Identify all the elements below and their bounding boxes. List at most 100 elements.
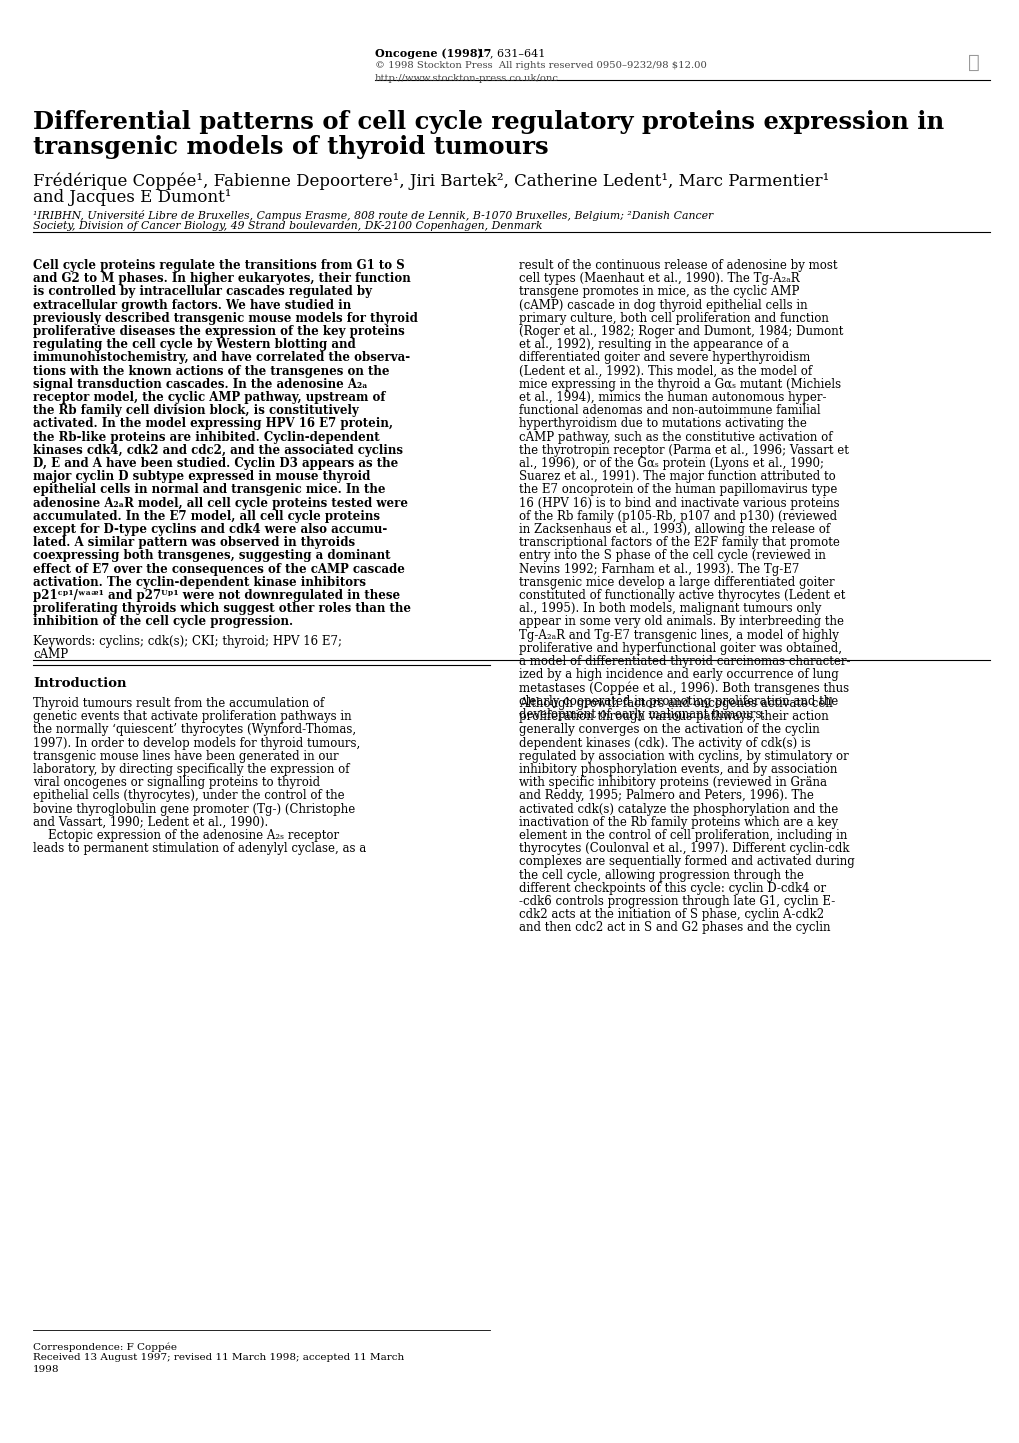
- Text: , 631–641: , 631–641: [489, 48, 545, 58]
- Text: transgene promotes in mice, as the cyclic AMP: transgene promotes in mice, as the cycli…: [519, 286, 799, 299]
- Text: (cAMP) cascade in dog thyroid epithelial cells in: (cAMP) cascade in dog thyroid epithelial…: [519, 299, 807, 312]
- Text: p21ᶜᵖ¹/ʷᵃᵆ¹ and p27ᵂᵖ¹ were not downregulated in these: p21ᶜᵖ¹/ʷᵃᵆ¹ and p27ᵂᵖ¹ were not downregu…: [33, 589, 399, 602]
- Text: http://www.stockton-press.co.uk/onc: http://www.stockton-press.co.uk/onc: [375, 74, 558, 84]
- Text: primary culture, both cell proliferation and function: primary culture, both cell proliferation…: [519, 312, 828, 325]
- Text: entry into the S phase of the cell cycle (reviewed in: entry into the S phase of the cell cycle…: [519, 550, 825, 563]
- Text: previously described transgenic mouse models for thyroid: previously described transgenic mouse mo…: [33, 312, 418, 325]
- Text: accumulated. In the E7 model, all cell cycle proteins: accumulated. In the E7 model, all cell c…: [33, 509, 380, 522]
- Text: inhibitory phosphorylation events, and by association: inhibitory phosphorylation events, and b…: [519, 763, 837, 776]
- Text: is controlled by intracellular cascades regulated by: is controlled by intracellular cascades …: [33, 286, 372, 299]
- Text: epithelial cells in normal and transgenic mice. In the: epithelial cells in normal and transgeni…: [33, 483, 385, 496]
- Text: the Rb family cell division block, is constitutively: the Rb family cell division block, is co…: [33, 404, 359, 417]
- Text: lated. A similar pattern was observed in thyroids: lated. A similar pattern was observed in…: [33, 537, 355, 550]
- Text: © 1998 Stockton Press  All rights reserved 0950–9232/98 $12.00: © 1998 Stockton Press All rights reserve…: [375, 61, 706, 71]
- Text: except for D-type cyclins and cdk4 were also accumu-: except for D-type cyclins and cdk4 were …: [33, 522, 387, 535]
- Text: transgenic mice develop a large differentiated goiter: transgenic mice develop a large differen…: [519, 576, 834, 589]
- Text: and then cdc2 act in S and G2 phases and the cyclin: and then cdc2 act in S and G2 phases and…: [519, 922, 829, 935]
- Text: mice expressing in the thyroid a Gαₛ mutant (Michiels: mice expressing in the thyroid a Gαₛ mut…: [519, 378, 841, 391]
- Text: in Zacksenhaus et al., 1993), allowing the release of: in Zacksenhaus et al., 1993), allowing t…: [519, 522, 829, 535]
- Text: 🏔: 🏔: [967, 53, 979, 72]
- Text: regulated by association with cyclins, by stimulatory or: regulated by association with cyclins, b…: [519, 750, 848, 763]
- Text: the thyrotropin receptor (Parma et al., 1996; Vassart et: the thyrotropin receptor (Parma et al., …: [519, 444, 848, 457]
- Text: and G2 to M phases. In higher eukaryotes, their function: and G2 to M phases. In higher eukaryotes…: [33, 273, 411, 286]
- Text: result of the continuous release of adenosine by most: result of the continuous release of aden…: [519, 258, 837, 271]
- Text: transgenic models of thyroid tumours: transgenic models of thyroid tumours: [33, 136, 548, 159]
- Text: the normally ‘quiescent’ thyrocytes (Wynford-Thomas,: the normally ‘quiescent’ thyrocytes (Wyn…: [33, 723, 356, 736]
- Text: ¹IRIBHN, Université Libre de Bruxelles, Campus Erasme, 808 route de Lennik, B-10: ¹IRIBHN, Université Libre de Bruxelles, …: [33, 211, 712, 221]
- Text: regulating the cell cycle by Western blotting and: regulating the cell cycle by Western blo…: [33, 338, 356, 351]
- Text: cell types (Maenhaut et al., 1990). The Tg-A₂ₐR: cell types (Maenhaut et al., 1990). The …: [519, 273, 799, 286]
- Text: effect of E7 over the consequences of the cAMP cascade: effect of E7 over the consequences of th…: [33, 563, 405, 576]
- Text: Although growth factors and oncogenes activate cell: Although growth factors and oncogenes ac…: [519, 697, 833, 710]
- Text: cdk2 acts at the initiation of S phase, cyclin A-cdk2: cdk2 acts at the initiation of S phase, …: [519, 908, 823, 921]
- Text: receptor model, the cyclic AMP pathway, upstream of: receptor model, the cyclic AMP pathway, …: [33, 391, 385, 404]
- Text: Nevins 1992; Farnham et al., 1993). The Tg-E7: Nevins 1992; Farnham et al., 1993). The …: [519, 563, 799, 576]
- Text: laboratory, by directing specifically the expression of: laboratory, by directing specifically th…: [33, 763, 350, 776]
- Text: Suarez et al., 1991). The major function attributed to: Suarez et al., 1991). The major function…: [519, 470, 835, 483]
- Text: adenosine A₂ₐR model, all cell cycle proteins tested were: adenosine A₂ₐR model, all cell cycle pro…: [33, 496, 408, 509]
- Text: Received 13 August 1997; revised 11 March 1998; accepted 11 March: Received 13 August 1997; revised 11 Marc…: [33, 1354, 404, 1362]
- Text: hyperthyroidism due to mutations activating the: hyperthyroidism due to mutations activat…: [519, 417, 806, 430]
- Text: (Roger et al., 1982; Roger and Dumont, 1984; Dumont: (Roger et al., 1982; Roger and Dumont, 1…: [519, 325, 843, 338]
- Text: leads to permanent stimulation of adenylyl cyclase, as a: leads to permanent stimulation of adenyl…: [33, 843, 366, 856]
- Text: different checkpoints of this cycle: cyclin D-cdk4 or: different checkpoints of this cycle: cyc…: [519, 882, 825, 895]
- Text: 1998: 1998: [33, 1365, 59, 1374]
- Text: D, E and A have been studied. Cyclin D3 appears as the: D, E and A have been studied. Cyclin D3 …: [33, 457, 397, 470]
- Text: Differential patterns of cell cycle regulatory proteins expression in: Differential patterns of cell cycle regu…: [33, 110, 944, 134]
- Text: al., 1996), or of the Gαₛ protein (Lyons et al., 1990;: al., 1996), or of the Gαₛ protein (Lyons…: [519, 457, 823, 470]
- Text: Frédérique Coppée¹, Fabienne Depoortere¹, Jiri Bartek², Catherine Ledent¹, Marc : Frédérique Coppée¹, Fabienne Depoortere¹…: [33, 172, 828, 189]
- Text: complexes are sequentially formed and activated during: complexes are sequentially formed and ac…: [519, 856, 854, 869]
- Text: (Ledent et al., 1992). This model, as the model of: (Ledent et al., 1992). This model, as th…: [519, 365, 811, 378]
- Text: element in the control of cell proliferation, including in: element in the control of cell prolifera…: [519, 828, 847, 843]
- Text: of the Rb family (p105-Rb, p107 and p130) (reviewed: of the Rb family (p105-Rb, p107 and p130…: [519, 509, 837, 522]
- Text: proliferating thyroids which suggest other roles than the: proliferating thyroids which suggest oth…: [33, 602, 411, 615]
- Text: thyrocytes (Coulonval et al., 1997). Different cyclin-cdk: thyrocytes (Coulonval et al., 1997). Dif…: [519, 843, 849, 856]
- Text: a model of differentiated thyroid carcinomas character-: a model of differentiated thyroid carcin…: [519, 655, 850, 668]
- Text: and Jacques E Dumont¹: and Jacques E Dumont¹: [33, 189, 231, 206]
- Text: cAMP pathway, such as the constitutive activation of: cAMP pathway, such as the constitutive a…: [519, 430, 832, 443]
- Text: Tg-A₂ₐR and Tg-E7 transgenic lines, a model of highly: Tg-A₂ₐR and Tg-E7 transgenic lines, a mo…: [519, 629, 838, 642]
- Text: inhibition of the cell cycle progression.: inhibition of the cell cycle progression…: [33, 615, 292, 628]
- Text: inactivation of the Rb family proteins which are a key: inactivation of the Rb family proteins w…: [519, 815, 838, 828]
- Text: and Vassart, 1990; Ledent et al., 1990).: and Vassart, 1990; Ledent et al., 1990).: [33, 815, 268, 828]
- Text: proliferation through various pathways, their action: proliferation through various pathways, …: [519, 710, 828, 723]
- Text: generally converges on the activation of the cyclin: generally converges on the activation of…: [519, 723, 819, 736]
- Text: proliferative and hyperfunctional goiter was obtained,: proliferative and hyperfunctional goiter…: [519, 642, 841, 655]
- Text: and Reddy, 1995; Palmero and Peters, 1996). The: and Reddy, 1995; Palmero and Peters, 199…: [519, 789, 813, 802]
- Text: transgenic mouse lines have been generated in our: transgenic mouse lines have been generat…: [33, 750, 338, 763]
- Text: activated. In the model expressing HPV 16 E7 protein,: activated. In the model expressing HPV 1…: [33, 417, 392, 430]
- Text: proliferative diseases the expression of the key proteins: proliferative diseases the expression of…: [33, 325, 405, 338]
- Text: Ectopic expression of the adenosine A₂ₛ receptor: Ectopic expression of the adenosine A₂ₛ …: [33, 828, 338, 843]
- Text: Introduction: Introduction: [33, 677, 126, 690]
- Text: Society, Division of Cancer Biology, 49 Strand boulevarden, DK-2100 Copenhagen, : Society, Division of Cancer Biology, 49 …: [33, 221, 542, 231]
- Text: bovine thyroglobulin gene promoter (Tg-) (Christophe: bovine thyroglobulin gene promoter (Tg-)…: [33, 802, 355, 815]
- Text: signal transduction cascades. In the adenosine A₂ₐ: signal transduction cascades. In the ade…: [33, 378, 367, 391]
- Text: immunohistochemistry, and have correlated the observa-: immunohistochemistry, and have correlate…: [33, 352, 410, 365]
- Text: development of early malignant tumours.: development of early malignant tumours.: [519, 709, 764, 722]
- Text: tions with the known actions of the transgenes on the: tions with the known actions of the tran…: [33, 365, 389, 378]
- Text: the cell cycle, allowing progression through the: the cell cycle, allowing progression thr…: [519, 869, 803, 882]
- Text: differentiated goiter and severe hyperthyroidism: differentiated goiter and severe hyperth…: [519, 352, 809, 365]
- Text: al., 1995). In both models, malignant tumours only: al., 1995). In both models, malignant tu…: [519, 602, 820, 615]
- Text: epithelial cells (thyrocytes), under the control of the: epithelial cells (thyrocytes), under the…: [33, 789, 344, 802]
- Text: viral oncogenes or signalling proteins to thyroid: viral oncogenes or signalling proteins t…: [33, 776, 320, 789]
- Text: the E7 oncoprotein of the human papillomavirus type: the E7 oncoprotein of the human papillom…: [519, 483, 837, 496]
- Text: Cell cycle proteins regulate the transitions from G1 to S: Cell cycle proteins regulate the transit…: [33, 258, 405, 271]
- Text: 1997). In order to develop models for thyroid tumours,: 1997). In order to develop models for th…: [33, 736, 360, 749]
- Text: transcriptional factors of the E2F family that promote: transcriptional factors of the E2F famil…: [519, 537, 839, 550]
- Text: Correspondence: F Coppée: Correspondence: F Coppée: [33, 1342, 177, 1352]
- Text: coexpressing both transgenes, suggesting a dominant: coexpressing both transgenes, suggesting…: [33, 550, 390, 563]
- Text: clearly cooperated in promoting proliferation and the: clearly cooperated in promoting prolifer…: [519, 694, 838, 707]
- Text: genetic events that activate proliferation pathways in: genetic events that activate proliferati…: [33, 710, 352, 723]
- Text: metastases (Coppée et al., 1996). Both transgenes thus: metastases (Coppée et al., 1996). Both t…: [519, 681, 848, 696]
- Text: 16 (HPV 16) is to bind and inactivate various proteins: 16 (HPV 16) is to bind and inactivate va…: [519, 496, 839, 509]
- Text: dependent kinases (cdk). The activity of cdk(s) is: dependent kinases (cdk). The activity of…: [519, 736, 810, 749]
- Text: major cyclin D subtype expressed in mouse thyroid: major cyclin D subtype expressed in mous…: [33, 470, 370, 483]
- Text: Thyroid tumours result from the accumulation of: Thyroid tumours result from the accumula…: [33, 697, 324, 710]
- Text: Keywords: cyclins; cdk(s); CKI; thyroid; HPV 16 E7;: Keywords: cyclins; cdk(s); CKI; thyroid;…: [33, 635, 341, 648]
- Text: -cdk6 controls progression through late G1, cyclin E-: -cdk6 controls progression through late …: [519, 895, 835, 908]
- Text: activation. The cyclin-dependent kinase inhibitors: activation. The cyclin-dependent kinase …: [33, 576, 366, 589]
- Text: ized by a high incidence and early occurrence of lung: ized by a high incidence and early occur…: [519, 668, 838, 681]
- Text: with specific inhibitory proteins (reviewed in Gräna: with specific inhibitory proteins (revie…: [519, 776, 826, 789]
- Text: constituted of functionally active thyrocytes (Ledent et: constituted of functionally active thyro…: [519, 589, 845, 602]
